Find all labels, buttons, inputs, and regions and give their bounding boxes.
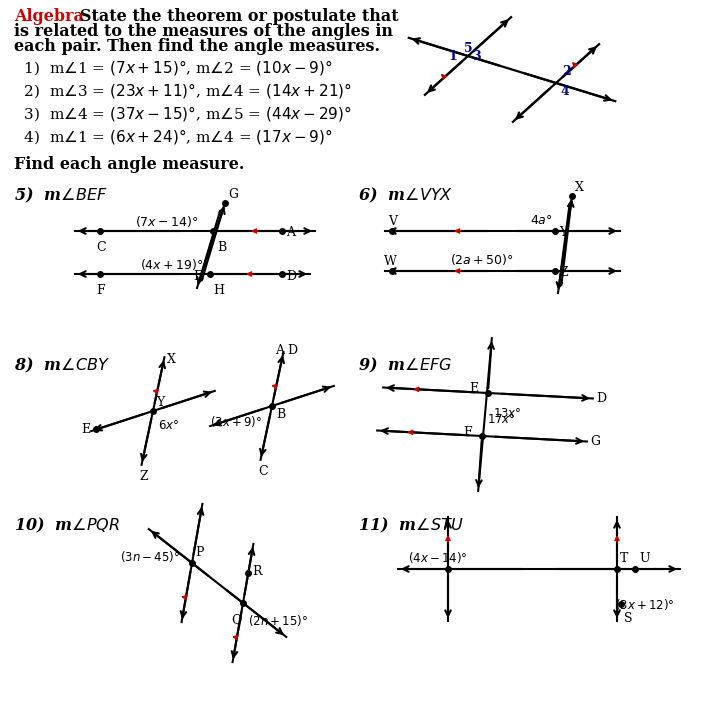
Text: Algebra: Algebra [14, 8, 84, 25]
Text: $(3n-45)°$: $(3n-45)°$ [120, 550, 180, 564]
Text: 10)  m$\angle PQR$: 10) m$\angle PQR$ [14, 516, 120, 536]
Text: $17x°$: $17x°$ [487, 413, 515, 426]
Text: State the theorem or postulate that: State the theorem or postulate that [80, 8, 398, 25]
Text: $(3x+9)°$: $(3x+9)°$ [210, 414, 263, 429]
Text: C: C [258, 465, 268, 478]
Text: 2: 2 [562, 65, 571, 78]
Text: E: E [193, 269, 202, 283]
Text: W: W [384, 255, 397, 268]
Text: $4a°$: $4a°$ [530, 214, 553, 227]
Text: U: U [639, 552, 650, 565]
Text: A: A [275, 343, 284, 357]
Text: F: F [96, 284, 105, 297]
Text: 5: 5 [464, 42, 472, 55]
Text: 3)  m$\angle$4 = $(37x - 15)°$, m$\angle$5 = $(44x - 29)°$: 3) m$\angle$4 = $(37x - 15)°$, m$\angle$… [14, 104, 352, 123]
Text: 1)  m$\angle$1 = $(7x + 15)°$, m$\angle$2 = $(10x - 9)°$: 1) m$\angle$1 = $(7x + 15)°$, m$\angle$2… [14, 58, 333, 77]
Text: D: D [286, 269, 296, 283]
Text: $(3x+12)°$: $(3x+12)°$ [615, 597, 674, 612]
Text: Q: Q [231, 613, 241, 626]
Text: Z: Z [139, 470, 148, 483]
Text: A: A [286, 226, 295, 240]
Text: $(4x-14)°$: $(4x-14)°$ [408, 550, 467, 565]
Text: X: X [166, 353, 175, 366]
Text: R: R [252, 565, 262, 578]
Text: each pair. Then find the angle measures.: each pair. Then find the angle measures. [14, 38, 380, 55]
Text: B: B [276, 408, 285, 421]
Text: T: T [620, 552, 629, 565]
Text: 4: 4 [560, 85, 569, 98]
Text: E: E [469, 383, 478, 395]
Text: 9)  m$\angle EFG$: 9) m$\angle EFG$ [358, 356, 452, 375]
Text: D: D [596, 392, 606, 405]
Text: $(7x-14)°$: $(7x-14)°$ [135, 214, 199, 229]
Text: 4)  m$\angle$1 = $(6x + 24)°$, m$\angle$4 = $(17x - 9)°$: 4) m$\angle$1 = $(6x + 24)°$, m$\angle$4… [14, 127, 333, 146]
Text: D: D [287, 343, 298, 357]
Text: V: V [388, 215, 397, 228]
Text: $13x°$: $13x°$ [493, 407, 522, 420]
Text: Find each angle measure.: Find each angle measure. [14, 156, 244, 173]
Text: 3: 3 [472, 50, 481, 63]
Text: 1: 1 [448, 50, 457, 63]
Text: 11)  m$\angle STU$: 11) m$\angle STU$ [358, 516, 464, 536]
Text: E: E [81, 423, 90, 435]
Text: Z: Z [559, 266, 567, 280]
Text: Y: Y [156, 396, 164, 409]
Text: P: P [195, 546, 203, 559]
Text: 5)  m$\angle BEF$: 5) m$\angle BEF$ [14, 186, 108, 205]
Text: $(4x+19)°$: $(4x+19)°$ [140, 257, 203, 272]
Text: X: X [575, 181, 584, 194]
Text: Y: Y [559, 226, 567, 240]
Text: S: S [624, 612, 632, 625]
Text: $(2n+15)°$: $(2n+15)°$ [248, 613, 308, 628]
Text: G: G [590, 435, 600, 448]
Text: 6)  m$\angle VYX$: 6) m$\angle VYX$ [358, 186, 453, 205]
Text: G: G [228, 188, 238, 201]
Text: C: C [96, 241, 106, 254]
Text: B: B [217, 241, 226, 254]
Text: $(2a+50)°$: $(2a+50)°$ [450, 252, 514, 267]
Text: 8)  m$\angle CBY$: 8) m$\angle CBY$ [14, 356, 110, 375]
Text: F: F [463, 426, 472, 440]
Text: is related to the measures of the angles in: is related to the measures of the angles… [14, 23, 393, 40]
Text: H: H [213, 284, 224, 297]
Text: 2)  m$\angle$3 = $(23x + 11)°$, m$\angle$4 = $(14x + 21)°$: 2) m$\angle$3 = $(23x + 11)°$, m$\angle$… [14, 81, 352, 100]
Text: $6x°$: $6x°$ [158, 419, 180, 432]
